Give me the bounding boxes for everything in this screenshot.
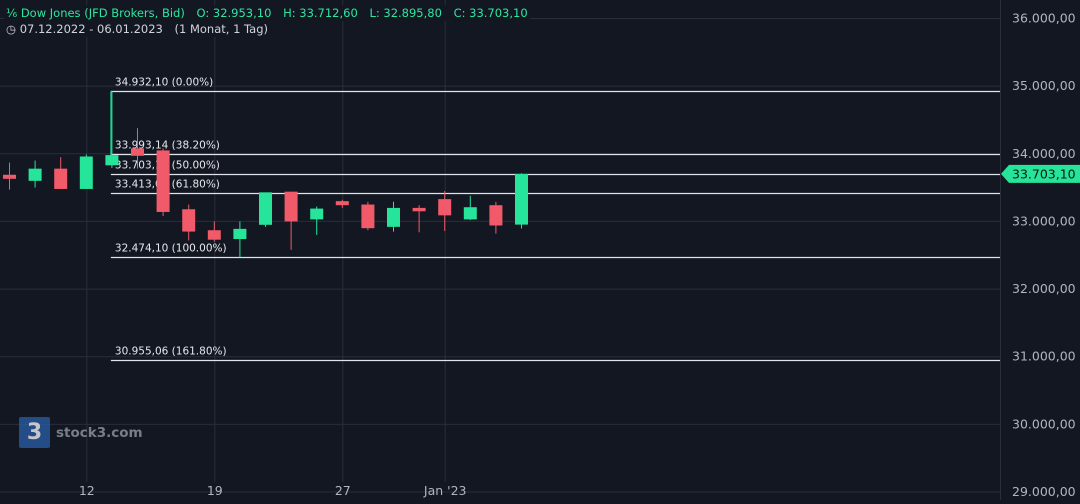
candle-body[interactable] bbox=[259, 192, 272, 225]
fib-level-label: 30.955,06 (161.80%) bbox=[115, 346, 227, 358]
logo-mark: 3 bbox=[19, 417, 50, 448]
fib-level-label: 33.993,14 (38.20%) bbox=[115, 140, 220, 152]
candle-body[interactable] bbox=[131, 148, 144, 156]
last-price-label: 33.703,10 bbox=[1012, 166, 1076, 181]
candle-body[interactable] bbox=[387, 207, 400, 227]
chart-type-icon: ⅙ bbox=[6, 6, 18, 20]
clock-icon: ◷ bbox=[6, 22, 17, 36]
candle-body[interactable] bbox=[335, 201, 349, 206]
candle-body[interactable] bbox=[156, 150, 170, 212]
candle-body[interactable] bbox=[79, 156, 93, 189]
open-value: O: 32.953,10 bbox=[196, 6, 272, 20]
price-axis-label: 31.000,00 bbox=[1012, 349, 1076, 364]
high-value: H: 33.712,60 bbox=[283, 6, 358, 20]
candle-body[interactable] bbox=[412, 207, 426, 212]
candle-body[interactable] bbox=[310, 208, 324, 220]
candle-body[interactable] bbox=[233, 228, 247, 240]
candle-body[interactable] bbox=[489, 205, 503, 226]
low-value: L: 32.895,80 bbox=[369, 6, 442, 20]
time-axis-label: Jan '23 bbox=[423, 483, 467, 498]
price-axis-label: 36.000,00 bbox=[1012, 11, 1076, 26]
price-axis-label: 35.000,00 bbox=[1012, 78, 1076, 93]
price-axis-label: 32.000,00 bbox=[1012, 281, 1076, 296]
stock3-logo: 3 stock3.com bbox=[19, 417, 143, 448]
candle-body[interactable] bbox=[28, 168, 42, 181]
close-value: C: 33.703,10 bbox=[453, 6, 528, 20]
candle-body[interactable] bbox=[207, 230, 221, 240]
price-axis-label: 29.000,00 bbox=[1012, 484, 1076, 499]
candle-body[interactable] bbox=[515, 173, 528, 225]
candle-body[interactable] bbox=[182, 209, 196, 232]
time-axis-label: 19 bbox=[207, 483, 223, 498]
fib-level-label: 34.932,10 (0.00%) bbox=[115, 77, 213, 89]
price-axis-label: 30.000,00 bbox=[1012, 416, 1076, 431]
candle-body[interactable] bbox=[105, 155, 119, 166]
interval-label: (1 Monat, 1 Tag) bbox=[174, 22, 269, 36]
price-axis-label: 33.000,00 bbox=[1012, 213, 1076, 228]
logo-text: stock3.com bbox=[56, 424, 143, 441]
time-axis-label: 12 bbox=[79, 483, 95, 498]
date-range-legend: ◷ 07.12.2022 - 06.01.2023 (1 Monat, 1 Ta… bbox=[4, 21, 271, 37]
candle-body[interactable] bbox=[3, 174, 16, 179]
ohlc-legend: ⅙ Dow Jones (JFD Brokers, Bid) O: 32.953… bbox=[4, 5, 530, 21]
candle-body[interactable] bbox=[438, 199, 452, 216]
candle-body[interactable] bbox=[54, 168, 68, 189]
candle-body[interactable] bbox=[361, 204, 375, 229]
date-range: 07.12.2022 - 06.01.2023 bbox=[19, 22, 163, 36]
fib-level-label: 32.474,10 (100.00%) bbox=[115, 243, 227, 255]
time-axis-label: 27 bbox=[335, 483, 351, 498]
candle-body[interactable] bbox=[284, 191, 298, 222]
last-price-badge bbox=[1001, 164, 1080, 183]
instrument-name: Dow Jones (JFD Brokers, Bid) bbox=[20, 6, 185, 20]
candle-body[interactable] bbox=[463, 207, 477, 220]
price-axis-label: 34.000,00 bbox=[1012, 146, 1076, 161]
